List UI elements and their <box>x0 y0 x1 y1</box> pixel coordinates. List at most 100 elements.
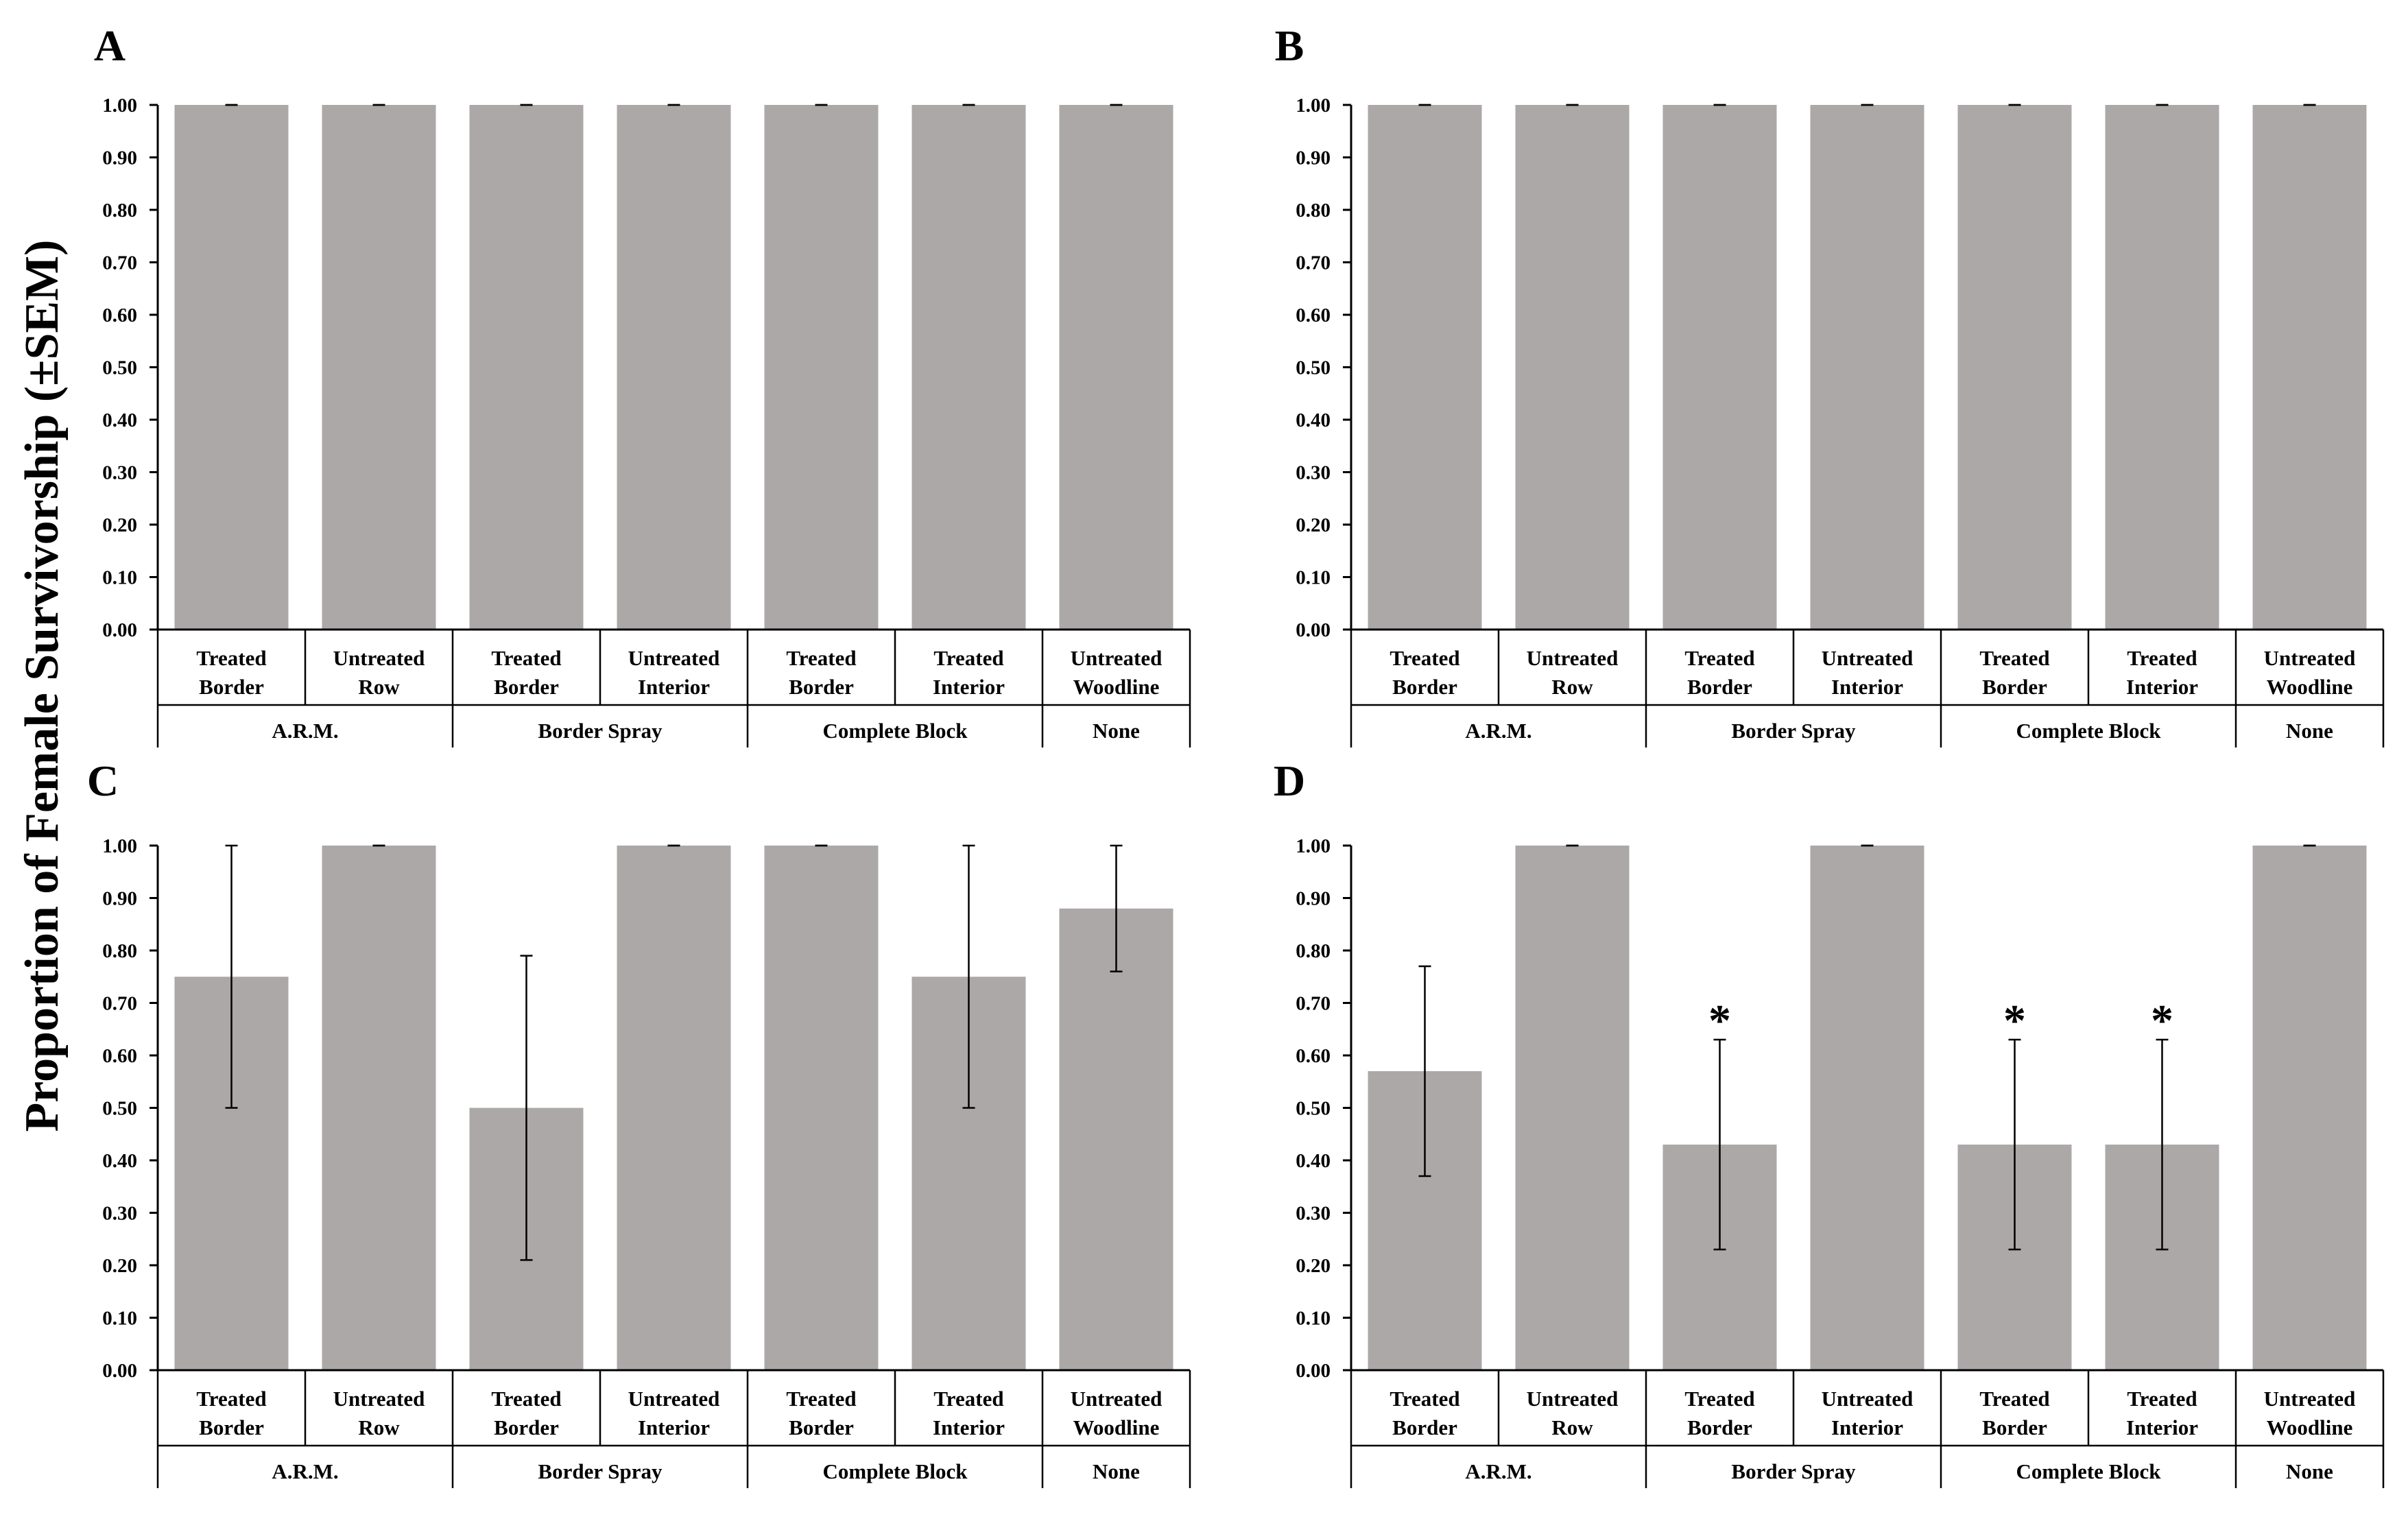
category-label-line2: Woodline <box>2267 1415 2353 1439</box>
group-label: A.R.M. <box>1465 1459 1531 1483</box>
bar <box>1059 908 1173 1370</box>
category-label-line2: Border <box>1982 1415 2047 1439</box>
y-tick-label: 1.00 <box>102 95 137 117</box>
category-label-line1: Treated <box>933 646 1003 670</box>
y-tick-label: 0.80 <box>1296 200 1331 222</box>
category-label-line1: Treated <box>1390 1387 1459 1411</box>
y-tick-label: 0.70 <box>1296 252 1331 274</box>
category-label-line1: Untreated <box>333 646 425 670</box>
category-label-line2: Border <box>494 675 559 699</box>
group-label: Complete Block <box>823 719 968 743</box>
y-tick-label: 0.30 <box>102 1203 137 1225</box>
category-label-line2: Border <box>1687 675 1752 699</box>
category-label-line1: Treated <box>786 1387 856 1411</box>
bar <box>764 105 879 630</box>
y-tick-label: 0.80 <box>102 200 137 222</box>
category-label-line1: Untreated <box>1527 1387 1619 1411</box>
category-label-line2: Border <box>1687 1415 1752 1439</box>
category-label-line1: Treated <box>196 1387 266 1411</box>
y-tick-label: 1.00 <box>102 835 137 857</box>
category-label-line2: Interior <box>2126 1415 2198 1439</box>
category-label-line1: Treated <box>2127 646 2197 670</box>
y-tick-label: 0.40 <box>102 409 137 431</box>
y-tick-label: 0.50 <box>1296 1098 1331 1120</box>
bar <box>469 105 584 630</box>
y-tick-label: 0.70 <box>1296 993 1331 1015</box>
y-tick-label: 0.10 <box>1296 567 1331 589</box>
y-tick-label: 0.40 <box>102 1150 137 1172</box>
y-tick-label: 0.10 <box>1296 1308 1331 1330</box>
bar <box>1810 846 1924 1370</box>
group-label: A.R.M. <box>272 1459 338 1483</box>
category-label-line1: Untreated <box>1071 1387 1163 1411</box>
bar <box>764 846 879 1370</box>
y-tick-label: 0.10 <box>102 567 137 589</box>
bar <box>1662 105 1777 630</box>
y-tick-label: 0.20 <box>102 514 137 536</box>
category-label-line2: Interior <box>933 675 1005 699</box>
group-label: Border Spray <box>1731 1459 1856 1483</box>
bar <box>911 105 1026 630</box>
category-label-line1: Treated <box>1390 646 1459 670</box>
category-label-line1: Treated <box>786 646 856 670</box>
group-label: Border Spray <box>538 1459 663 1483</box>
y-tick-label: 0.40 <box>1296 1150 1331 1172</box>
bar <box>617 105 731 630</box>
y-tick-label: 0.90 <box>1296 147 1331 169</box>
y-tick-label: 0.30 <box>1296 462 1331 484</box>
category-label-line1: Treated <box>491 646 561 670</box>
panel-letter: C <box>87 756 119 805</box>
category-label-line2: Interior <box>1831 1415 1903 1439</box>
y-tick-label: 0.80 <box>102 940 137 962</box>
category-label-line2: Row <box>358 1415 400 1439</box>
y-tick-label: 0.20 <box>1296 1255 1331 1277</box>
category-label-line2: Woodline <box>2267 675 2353 699</box>
y-tick-label: 0.90 <box>1296 888 1331 910</box>
significance-marker: * <box>2151 996 2173 1046</box>
category-label-line1: Treated <box>1979 1387 2049 1411</box>
y-tick-label: 0.20 <box>1296 514 1331 536</box>
bar <box>1957 105 2072 630</box>
category-label-line2: Border <box>199 1415 264 1439</box>
group-label: Complete Block <box>2016 719 2162 743</box>
y-tick-label: 0.90 <box>102 147 137 169</box>
category-label-line2: Row <box>1551 675 1593 699</box>
group-label: Complete Block <box>2016 1459 2162 1483</box>
group-label: None <box>2286 719 2333 743</box>
category-label-line1: Untreated <box>1071 646 1163 670</box>
bar <box>2252 846 2367 1370</box>
panel-letter: D <box>1274 756 1305 805</box>
y-tick-label: 0.40 <box>1296 409 1331 431</box>
category-label-line2: Interior <box>638 675 710 699</box>
category-label-line1: Treated <box>196 646 266 670</box>
bar <box>1059 105 1173 630</box>
category-label-line1: Untreated <box>2264 646 2356 670</box>
y-tick-label: 0.10 <box>102 1308 137 1330</box>
y-tick-label: 0.00 <box>1296 1360 1331 1382</box>
y-tick-label: 0.80 <box>1296 940 1331 962</box>
y-tick-label: 0.30 <box>1296 1203 1331 1225</box>
category-label-line2: Border <box>494 1415 559 1439</box>
bar <box>1368 105 1482 630</box>
group-label: None <box>1093 719 1140 743</box>
y-tick-label: 0.50 <box>102 357 137 379</box>
y-tick-label: 0.60 <box>1296 304 1331 326</box>
bar <box>617 846 731 1370</box>
category-label-line2: Border <box>1392 675 1457 699</box>
bar <box>2252 105 2367 630</box>
category-label-line1: Treated <box>491 1387 561 1411</box>
category-label-line2: Interior <box>1831 675 1903 699</box>
y-tick-label: 1.00 <box>1296 835 1331 857</box>
category-label-line1: Untreated <box>1822 646 1914 670</box>
category-label-line1: Untreated <box>1822 1387 1914 1411</box>
y-tick-label: 0.70 <box>102 252 137 274</box>
significance-marker: * <box>1708 996 1731 1046</box>
category-label-line2: Border <box>1392 1415 1457 1439</box>
bar <box>2105 105 2219 630</box>
category-label-line2: Row <box>1551 1415 1593 1439</box>
category-label-line2: Interior <box>2126 675 2198 699</box>
bar <box>1515 846 1630 1370</box>
y-tick-label: 0.70 <box>102 993 137 1015</box>
category-label-line1: Untreated <box>628 1387 720 1411</box>
